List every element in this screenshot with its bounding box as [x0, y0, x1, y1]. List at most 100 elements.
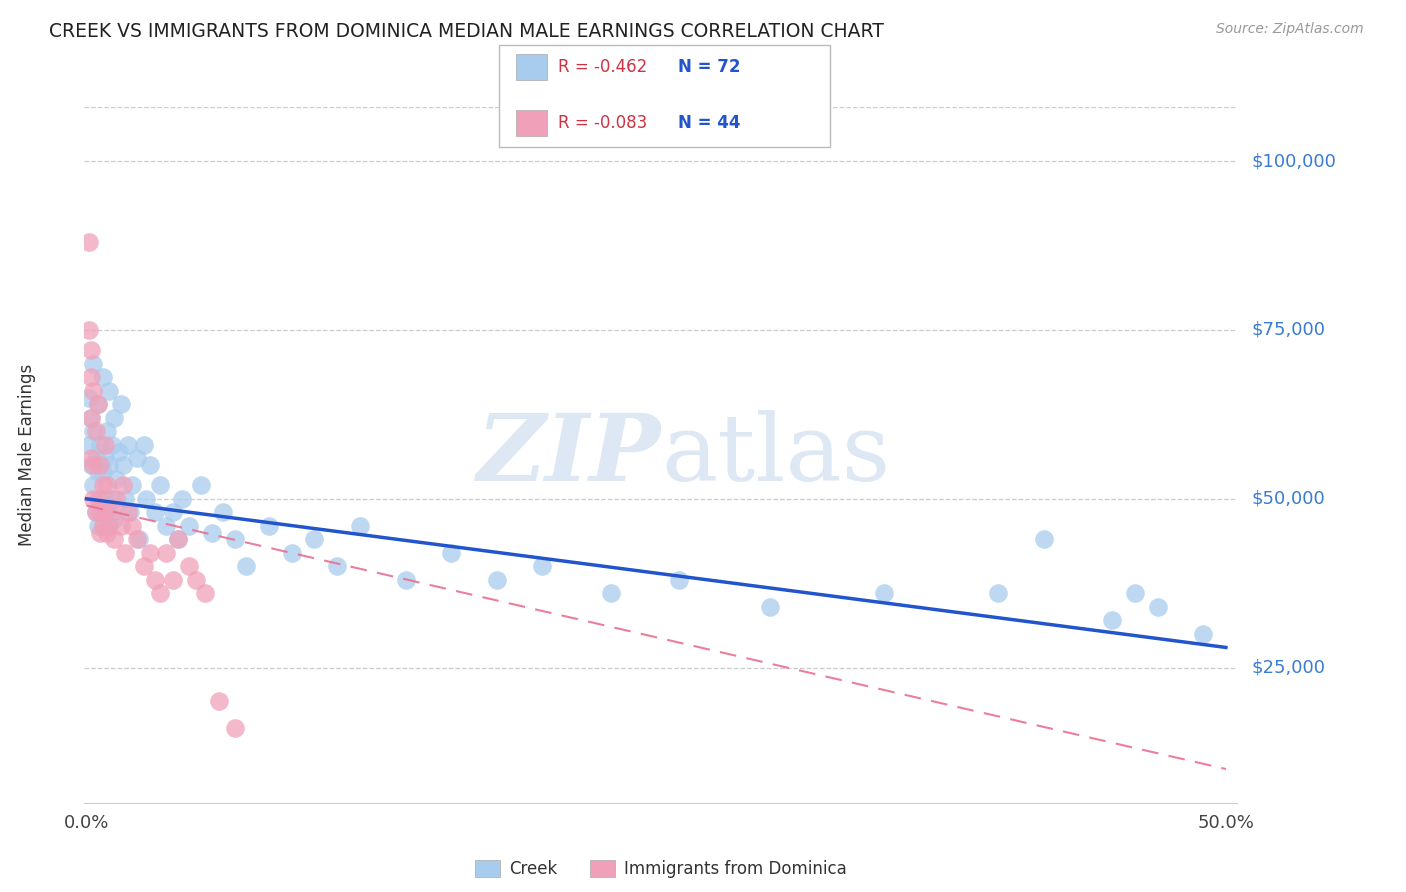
Point — [1123, 586, 1146, 600]
Point — [105, 472, 128, 486]
Point — [873, 586, 896, 600]
Point — [139, 546, 162, 560]
Point — [987, 586, 1010, 600]
Text: R = -0.083: R = -0.083 — [558, 114, 647, 132]
Point — [125, 533, 148, 547]
Point — [87, 397, 110, 411]
Point — [84, 505, 107, 519]
Point — [103, 533, 125, 547]
Point — [87, 465, 110, 479]
Point — [349, 519, 371, 533]
Point — [112, 458, 135, 472]
Point — [84, 505, 107, 519]
Point — [485, 573, 508, 587]
Point — [80, 410, 103, 425]
Text: $50,000: $50,000 — [1251, 490, 1324, 508]
Point — [77, 323, 100, 337]
Point — [212, 505, 235, 519]
Point — [91, 519, 114, 533]
Point — [98, 519, 121, 533]
Point — [440, 546, 463, 560]
Point — [84, 451, 107, 466]
Point — [280, 546, 302, 560]
Point — [759, 599, 782, 614]
Point — [98, 458, 121, 472]
Point — [89, 438, 111, 452]
Point — [94, 491, 117, 506]
Point — [96, 525, 118, 540]
Point — [184, 573, 207, 587]
Point — [155, 546, 177, 560]
Text: $75,000: $75,000 — [1251, 321, 1326, 339]
Point — [190, 478, 212, 492]
Point — [91, 478, 114, 492]
Point — [89, 505, 111, 519]
Point — [77, 235, 100, 249]
Point — [155, 519, 177, 533]
Legend: Creek, Immigrants from Dominica: Creek, Immigrants from Dominica — [468, 854, 853, 885]
Text: Median Male Earnings: Median Male Earnings — [18, 364, 35, 546]
Point — [235, 559, 257, 574]
Text: $100,000: $100,000 — [1251, 152, 1336, 170]
Point — [132, 559, 155, 574]
Point — [77, 438, 100, 452]
Point — [121, 478, 143, 492]
Point — [77, 391, 100, 405]
Point — [110, 519, 132, 533]
Point — [172, 491, 194, 506]
Point — [179, 519, 201, 533]
Text: R = -0.462: R = -0.462 — [558, 58, 647, 76]
Point — [1146, 599, 1168, 614]
Point — [166, 533, 188, 547]
Point — [87, 397, 110, 411]
Point — [112, 478, 135, 492]
Text: N = 44: N = 44 — [678, 114, 740, 132]
Point — [91, 519, 114, 533]
Point — [125, 451, 148, 466]
Point — [82, 491, 104, 506]
Point — [100, 505, 122, 519]
Point — [96, 478, 118, 492]
Text: N = 72: N = 72 — [678, 58, 740, 76]
Point — [143, 573, 166, 587]
Point — [132, 438, 155, 452]
Point — [179, 559, 201, 574]
Point — [82, 384, 104, 398]
Point — [80, 410, 103, 425]
Text: ZIP: ZIP — [477, 410, 661, 500]
Point — [148, 586, 170, 600]
Text: $25,000: $25,000 — [1251, 658, 1326, 677]
Point — [82, 478, 104, 492]
Point — [80, 370, 103, 384]
Point — [208, 694, 231, 708]
Point — [1101, 614, 1123, 628]
Point — [94, 438, 117, 452]
Point — [82, 458, 104, 472]
Point — [84, 424, 107, 438]
Point — [148, 478, 170, 492]
Point — [224, 722, 246, 736]
Point — [114, 491, 136, 506]
Point — [118, 505, 141, 519]
Point — [599, 586, 621, 600]
Point — [80, 458, 103, 472]
Text: Source: ZipAtlas.com: Source: ZipAtlas.com — [1216, 22, 1364, 37]
Point — [257, 519, 280, 533]
Point — [166, 533, 188, 547]
Point — [89, 491, 111, 506]
Point — [96, 424, 118, 438]
Point — [139, 458, 162, 472]
Point — [1032, 533, 1054, 547]
Point — [87, 491, 110, 506]
Point — [107, 444, 129, 458]
Point — [531, 559, 554, 574]
Point — [121, 519, 143, 533]
Point — [100, 491, 122, 506]
Point — [103, 410, 125, 425]
Point — [94, 451, 117, 466]
Text: atlas: atlas — [661, 410, 890, 500]
Point — [100, 438, 122, 452]
Point — [394, 573, 416, 587]
Point — [96, 519, 118, 533]
Point — [162, 505, 184, 519]
